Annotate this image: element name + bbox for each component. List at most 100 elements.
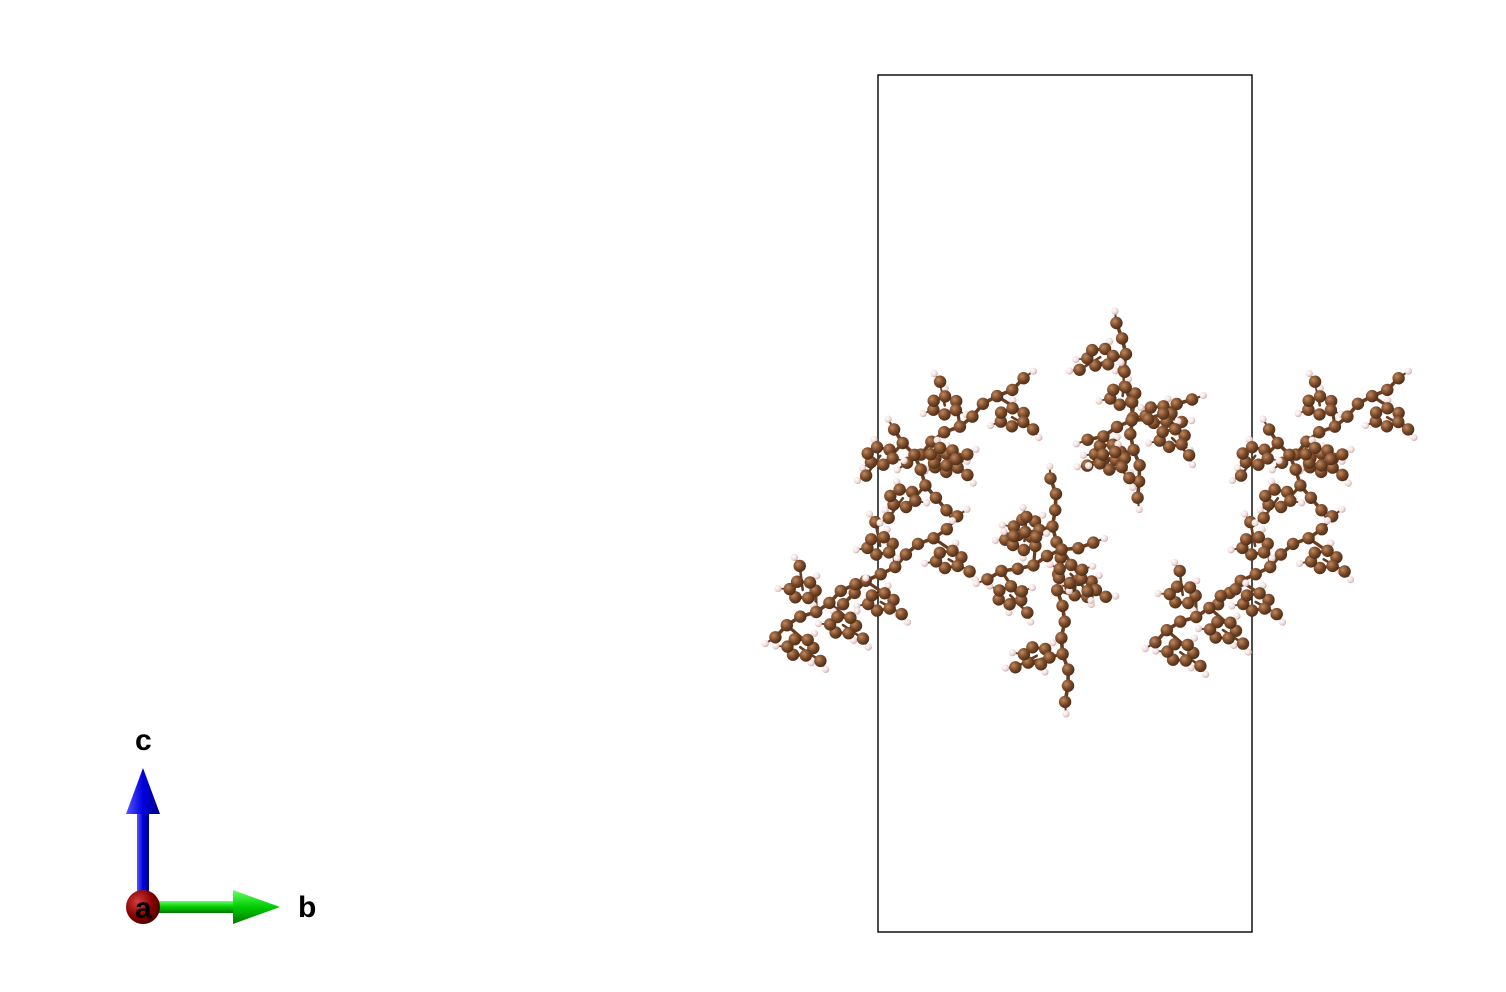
carbon-atom [1245, 548, 1258, 561]
carbon-atom [1123, 471, 1136, 485]
hydrogen-atom [1113, 433, 1121, 441]
carbon-atom [938, 561, 952, 575]
carbon-atom [953, 420, 967, 433]
carbon-atom [790, 575, 804, 588]
carbon-atom [1268, 483, 1281, 496]
carbon-atom [1315, 459, 1328, 472]
carbon-atom [1113, 398, 1126, 411]
carbon-atom [1351, 397, 1365, 410]
carbon-atom [1099, 590, 1113, 603]
carbon-atom [1325, 394, 1338, 408]
carbon-atom [1236, 637, 1250, 650]
carbon-atom [814, 654, 827, 668]
carbon-atom [1222, 632, 1235, 645]
carbon-atom [1029, 539, 1042, 553]
carbon-atom [1049, 487, 1063, 501]
carbon-atom [1044, 472, 1057, 485]
carbon-atom [1324, 452, 1338, 466]
hydrogen-atom [822, 665, 830, 674]
hydrogen-atom [1323, 517, 1331, 525]
carbon-atom [1170, 397, 1183, 411]
carbon-atom [1157, 407, 1170, 420]
hydrogen-atom [864, 643, 872, 651]
carbon-atom [994, 415, 1007, 428]
carbon-atom [1132, 475, 1146, 488]
carbon-atom [1286, 537, 1300, 551]
hydrogen-atom [1296, 559, 1304, 567]
carbon-atom [1274, 500, 1288, 514]
carbon-atom [1369, 415, 1383, 428]
carbon-atom [886, 452, 899, 465]
carbon-atom [1034, 658, 1048, 671]
carbon-atom [927, 403, 940, 416]
carbon-atom [1302, 394, 1315, 407]
carbon-atom [859, 469, 873, 482]
carbon-atom [877, 458, 890, 471]
carbon-atom [810, 605, 823, 619]
carbon-atom [793, 559, 806, 573]
carbon-atom [1144, 401, 1157, 414]
carbon-atom [933, 441, 947, 455]
hydrogen-atom [1087, 596, 1095, 605]
hydrogen-atom [1228, 602, 1236, 610]
carbon-atom [1019, 525, 1032, 539]
axis-label-a: a [135, 892, 152, 925]
carbon-atom [1234, 469, 1248, 482]
carbon-atom [1365, 389, 1379, 403]
carbon-atom [940, 523, 953, 536]
carbon-atom [1175, 438, 1188, 451]
hydrogen-atom [1095, 571, 1103, 580]
hydrogen-atom [814, 620, 823, 628]
carbon-atom [1103, 463, 1116, 476]
carbon-atom [1249, 568, 1262, 581]
carbon-atom [849, 578, 862, 591]
carbon-atom [966, 410, 979, 423]
carbon-atom [933, 546, 946, 559]
carbon-atom [1081, 584, 1094, 598]
carbon-atom [1401, 423, 1415, 436]
hydrogen-atom [1005, 608, 1013, 617]
carbon-atom [1026, 641, 1039, 654]
hydrogen-atom [1079, 451, 1087, 459]
carbon-atom [1168, 638, 1182, 651]
hydrogen-atom [1188, 461, 1197, 469]
hydrogen-atom [876, 519, 884, 527]
hydrogen-atom [1230, 641, 1238, 650]
carbon-atom [1380, 420, 1394, 433]
carbon-atom [1214, 589, 1228, 603]
carbon-atom [1072, 542, 1085, 555]
hydrogen-atom [963, 505, 971, 513]
hydrogen-atom [1154, 589, 1162, 598]
carbon-atom [1062, 663, 1075, 676]
carbon-atom [799, 649, 813, 662]
carbon-atom [1190, 610, 1203, 624]
hydrogen-atom [866, 510, 874, 518]
carbon-atom [1229, 583, 1242, 596]
carbon-atom [1119, 347, 1133, 361]
hydrogen-atom [1268, 554, 1276, 562]
carbon-atom [882, 546, 896, 559]
carbon-atom [1182, 449, 1196, 462]
carbon-atom [1115, 460, 1129, 474]
carbon-atom [1274, 548, 1288, 561]
hydrogen-atom [1152, 647, 1160, 655]
hydrogen-atom [923, 499, 931, 507]
carbon-atom [1005, 420, 1019, 433]
carbon-atom [1284, 494, 1297, 507]
hydrogen-atom [772, 642, 780, 650]
carbon-atom [1369, 406, 1383, 419]
hydrogen-atom [998, 521, 1006, 529]
carbon-atom [884, 489, 897, 503]
carbon-atom [1131, 491, 1144, 504]
carbon-atom [1009, 661, 1022, 674]
carbon-atom [1253, 587, 1266, 600]
hydrogen-atom [853, 607, 861, 615]
carbon-atom [1240, 589, 1254, 602]
carbon-atom [780, 619, 793, 632]
carbon-atom [1381, 402, 1394, 415]
carbon-atom [927, 532, 940, 545]
carbon-atom [1240, 533, 1253, 546]
carbon-atom [1065, 558, 1078, 572]
carbon-atom [1183, 581, 1197, 594]
